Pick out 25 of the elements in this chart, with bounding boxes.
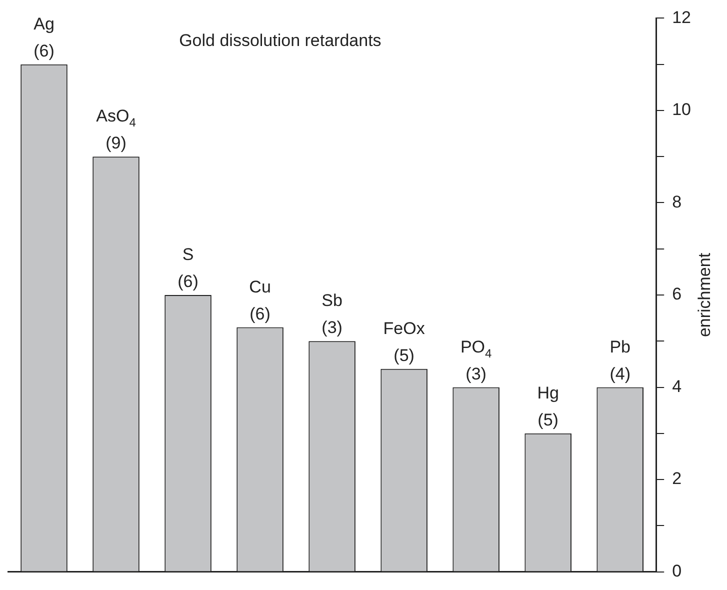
y-tick-label: 2 — [672, 469, 682, 488]
annotation: (4) — [610, 364, 630, 384]
y-tick-label: 6 — [672, 284, 682, 304]
x-tick-label: Ag — [34, 14, 54, 34]
y-tick-label: 4 — [672, 376, 682, 396]
x-tick-label: Pb — [610, 337, 630, 356]
annotation: (5) — [394, 346, 414, 365]
x-tick-label: Cu — [249, 277, 271, 296]
x-tick-label: Hg — [537, 383, 559, 402]
y-tick-label: 8 — [672, 192, 682, 212]
y-axis-title: enrichment — [695, 252, 714, 338]
annotation: (6) — [178, 272, 198, 291]
x-tick-label: FeOx — [383, 318, 426, 338]
x-tick-label: Sb — [322, 291, 342, 310]
text: Gold dissolution retardants — [179, 31, 382, 50]
annotation: (9) — [106, 134, 126, 153]
y-tick-label: 10 — [672, 100, 692, 120]
y-tick-label: 12 — [672, 8, 692, 27]
x-tick-label: S — [182, 245, 194, 264]
annotation: (5) — [538, 410, 558, 430]
annotation: (3) — [466, 364, 486, 384]
annotation: (3) — [322, 318, 342, 338]
annotation: (6) — [34, 41, 54, 60]
annotation: (6) — [250, 304, 270, 324]
y-tick-label: 0 — [672, 561, 682, 580]
